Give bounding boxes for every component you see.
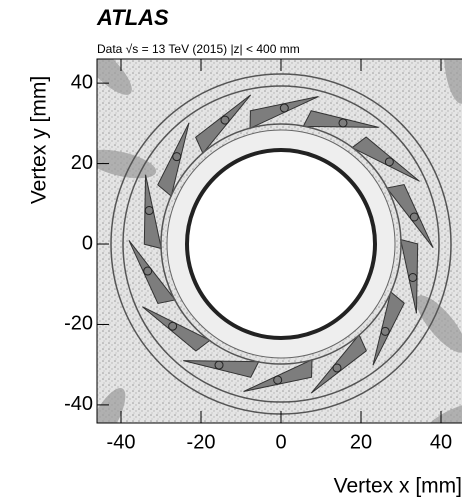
x-tick-label: 20 [350, 431, 372, 453]
ring [122, 85, 440, 403]
outer-structure [97, 149, 157, 179]
x-tick-label: -40 [107, 431, 136, 453]
stave-pipe [279, 103, 289, 113]
y-tick-label: 40 [71, 71, 93, 93]
stave-pipe [409, 212, 419, 222]
y-tick-label: 20 [71, 152, 93, 174]
outer-structure [416, 295, 462, 353]
x-tick-label: 40 [430, 431, 452, 453]
axes: -40 -20 0 20 40 -40 -20 0 20 40 [64, 58, 462, 453]
chart-title: ATLAS [96, 5, 169, 30]
chart-subtitle: Data √s = 13 TeV (2015) |z| < 400 mm [97, 42, 300, 56]
outer-structure [97, 387, 126, 423]
x-tick-label: 0 [275, 431, 286, 453]
y-tick-label: 0 [82, 232, 93, 254]
stave-pipe [168, 321, 178, 331]
x-axis-label: Vertex x [mm] [334, 475, 462, 498]
outer-structure [423, 401, 462, 423]
stave-pipe [143, 266, 153, 276]
outer-structure [444, 59, 462, 104]
stave-pipe [380, 326, 390, 336]
outer-structure [97, 59, 132, 95]
x-tick-label: -20 [187, 431, 216, 453]
stave-pipe [144, 206, 154, 216]
beam-pipe [185, 148, 377, 341]
y-tick-label: -20 [64, 313, 93, 335]
stave-pipe [214, 360, 224, 370]
stave-pipe [408, 273, 418, 283]
plot-area [97, 59, 462, 423]
y-tick-label: -40 [64, 393, 93, 415]
ring [160, 123, 402, 365]
stave-pipe [338, 118, 348, 128]
stave-pipe [220, 115, 230, 125]
stave-pipe [332, 363, 342, 373]
y-axis-label: Vertex y [mm] [28, 76, 51, 204]
stave-pipe [384, 157, 394, 167]
stave-pipe [172, 152, 182, 162]
stave-pipe [273, 375, 283, 385]
